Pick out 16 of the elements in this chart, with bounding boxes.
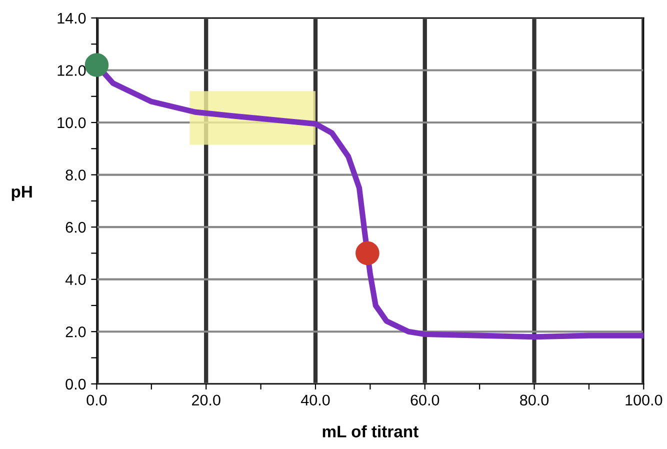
x-axis-title: mL of titrant	[322, 425, 418, 438]
y-tick-label: 6.0	[66, 222, 86, 233]
x-tick-label: 0.0	[86, 394, 107, 406]
y-tick-label: 2.0	[66, 326, 86, 338]
x-tick-label: 80.0	[520, 394, 549, 406]
x-tick-label: 20.0	[192, 394, 220, 406]
x-tick-label: 60.0	[410, 394, 440, 406]
x-tick-label: 100.0	[626, 394, 662, 406]
y-tick-label: 14.0	[58, 12, 86, 24]
y-tick-label: 0.0	[66, 378, 86, 390]
y-axis-title: pH	[12, 186, 32, 201]
y-tick-label: 10.0	[58, 117, 86, 128]
y-tick-label: 4.0	[65, 274, 86, 286]
y-tick-label: 12.0	[58, 65, 86, 76]
x-tick-label: 40.0	[300, 394, 330, 406]
y-tick-label: 8.0	[66, 170, 86, 180]
